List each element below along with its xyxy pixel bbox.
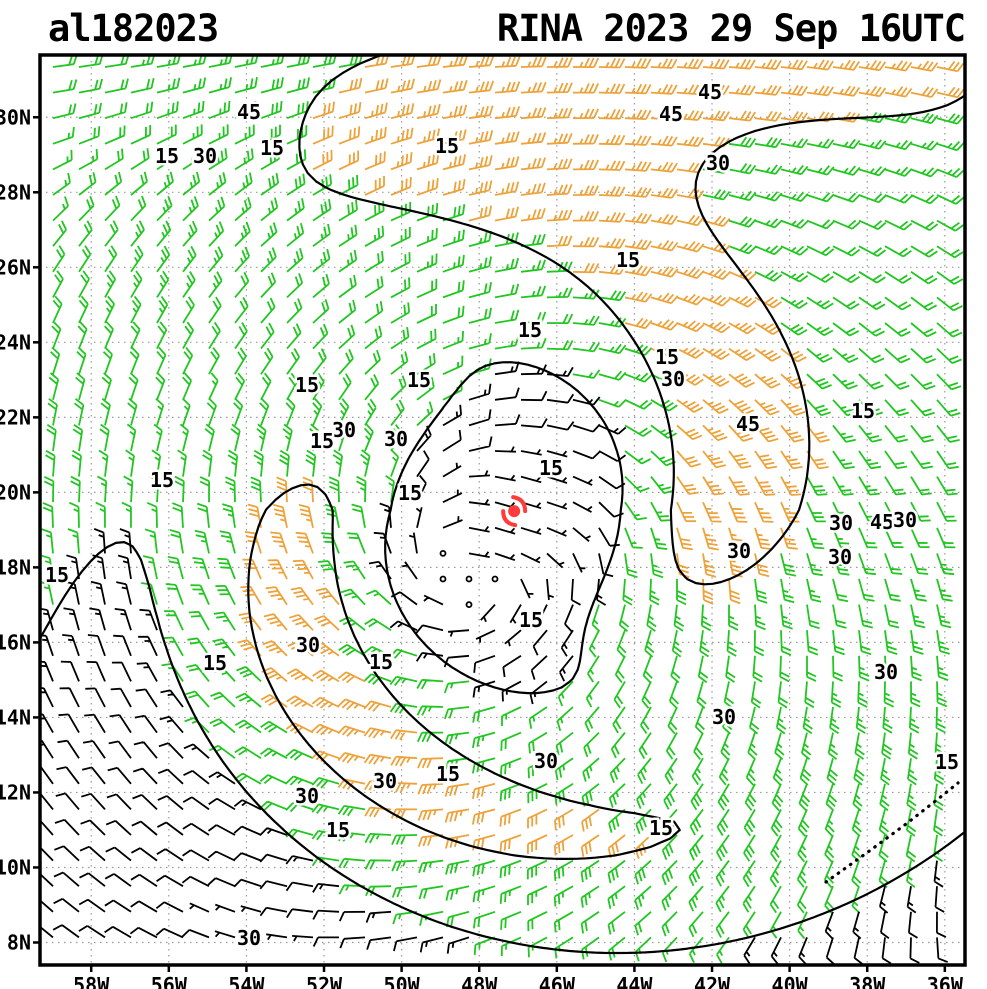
storm-symbol-arm	[501, 509, 518, 528]
contour-label: 15	[326, 818, 350, 842]
title-bar: al182023 RINA 2023 29 Sep 16UTC	[0, 0, 987, 52]
contour-label: 15	[935, 750, 959, 774]
x-tick-label: 40W	[772, 973, 809, 989]
y-tick-label: 18N	[0, 555, 31, 579]
contour-label: 45	[659, 102, 683, 126]
contour-label: 15	[518, 318, 542, 342]
x-tick-label: 44W	[616, 973, 653, 989]
contour-label: 15	[369, 650, 393, 674]
y-tick-label: 22N	[0, 405, 31, 429]
contour-label: 15	[203, 651, 227, 675]
contour-label: 30	[706, 151, 730, 175]
contour-label: 45	[237, 100, 261, 124]
contour-label: 15	[295, 373, 319, 397]
contour-label: 15	[616, 248, 640, 272]
contour-label: 15	[150, 468, 174, 492]
contour-label: 15	[398, 481, 422, 505]
contour-label: 15	[649, 816, 673, 840]
storm-center-dot	[508, 505, 521, 518]
axis-ticks	[33, 116, 947, 972]
y-tick-label: 30N	[0, 105, 31, 129]
storm-symbol-arm	[511, 495, 528, 514]
dotted-axis-line	[824, 781, 960, 884]
contour-label: 30	[712, 705, 736, 729]
wind-barbs	[40, 55, 965, 964]
contour-label: 30	[829, 511, 853, 535]
contour-label: 15	[539, 456, 563, 480]
contour-label: 15	[519, 608, 543, 632]
contour-label: 30	[384, 427, 408, 451]
x-tick-label: 58W	[73, 973, 110, 989]
y-tick-label: 14N	[0, 705, 31, 729]
x-tick-label: 50W	[384, 973, 421, 989]
contour-label: 15	[407, 368, 431, 392]
y-tick-label: 8N	[7, 930, 31, 954]
y-tick-label: 10N	[0, 855, 31, 879]
contour-label: 30	[295, 784, 319, 808]
contour-label: 45	[698, 80, 722, 104]
x-tick-label: 42W	[694, 973, 731, 989]
wind-barb-map: 45 45 45 45 45 30 30 30 30 30 30 30 30 30 30 30 30 30 30 30…	[0, 52, 987, 989]
contour-label: 30	[193, 144, 217, 168]
contour-label: 30	[296, 633, 320, 657]
x-tick-label: 54W	[228, 973, 265, 989]
x-tick-label: 36W	[927, 973, 964, 989]
contour-label: 30	[727, 539, 751, 563]
x-tick-label: 48W	[461, 973, 498, 989]
x-tick-label: 56W	[151, 973, 188, 989]
contour-label: 15	[851, 399, 875, 423]
contour-label: 30	[534, 749, 558, 773]
map-border	[38, 53, 967, 967]
contour-label: 30	[828, 545, 852, 569]
contour-label: 15	[436, 762, 460, 786]
storm-id-label: al182023	[48, 7, 219, 50]
contour-label: 15	[260, 136, 284, 160]
page-title: RINA 2023 29 Sep 16UTC	[496, 7, 966, 50]
isotach-contours	[40, 55, 965, 955]
x-tick-label: 38W	[849, 973, 886, 989]
contour-label: 30	[332, 418, 356, 442]
contour-label: 15	[435, 134, 459, 158]
x-tick-label: 52W	[306, 973, 343, 989]
y-tick-label: 12N	[0, 780, 31, 804]
contour-label: 15	[45, 563, 69, 587]
wind-barbs	[237, 55, 965, 860]
x-axis-labels: 58W 56W 54W 52W 50W 48W 46W 44W 42W 40W 38W 36W	[73, 973, 964, 989]
contour-label: 15	[655, 345, 679, 369]
contour-label: 30	[874, 660, 898, 684]
contour-label: 45	[736, 412, 760, 436]
y-tick-label: 26N	[0, 255, 31, 279]
y-tick-label: 16N	[0, 630, 31, 654]
y-axis-labels: 30N 28N 26N 24N 22N 20N 18N 16N 14N 12N 10N 8N	[0, 105, 31, 954]
storm-symbol	[501, 495, 528, 528]
contour-label: 30	[373, 769, 397, 793]
contour-label: 30	[893, 508, 917, 532]
wind-barbs	[40, 361, 949, 965]
contour-label: 30	[237, 926, 261, 950]
x-tick-label: 46W	[539, 973, 576, 989]
contour-label: 30	[661, 367, 685, 391]
y-tick-label: 24N	[0, 330, 31, 354]
contour-label: 15	[310, 429, 334, 453]
y-tick-label: 28N	[0, 180, 31, 204]
contour-label: 45	[870, 510, 894, 534]
y-tick-label: 20N	[0, 480, 31, 504]
contour-label: 15	[155, 144, 179, 168]
